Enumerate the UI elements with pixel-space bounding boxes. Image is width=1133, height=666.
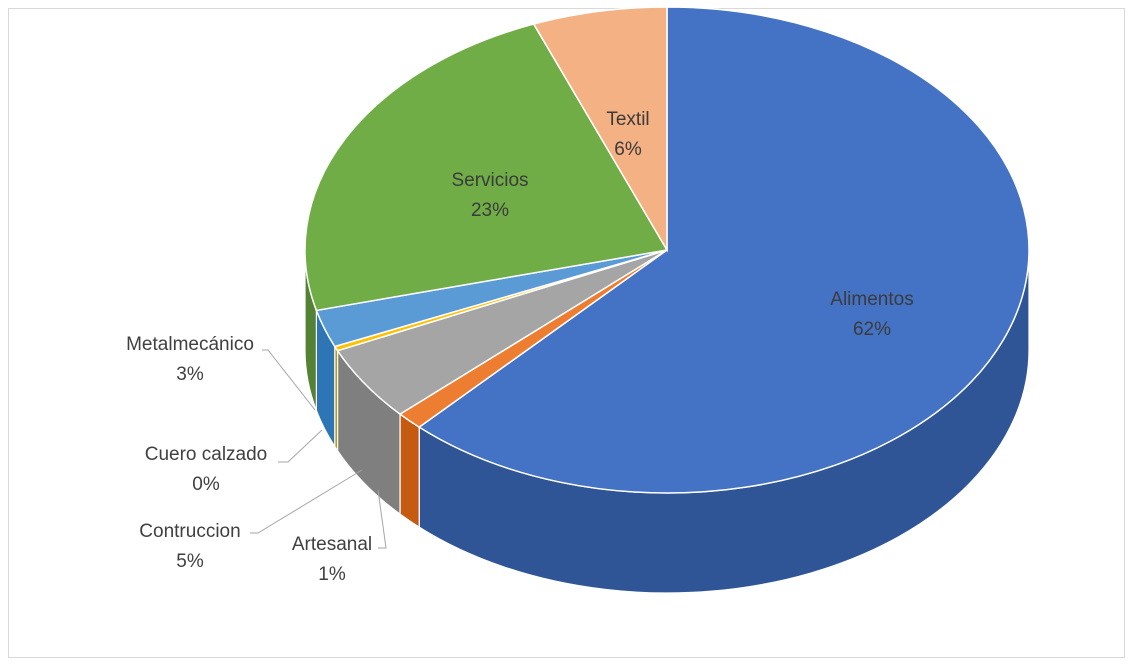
data-label-servicios-value: 23% bbox=[471, 200, 509, 221]
data-label-artesanal-value: 1% bbox=[318, 564, 346, 585]
leader-line-cuero-calzado bbox=[278, 429, 323, 463]
data-label-textil-value: 6% bbox=[614, 139, 642, 160]
data-label-contruccion-value: 5% bbox=[176, 551, 204, 572]
data-label-textil-name: Textil bbox=[606, 109, 649, 130]
pie-slices bbox=[304, 6, 1030, 494]
data-label-metalmecanico-name: Metalmecánico bbox=[126, 334, 254, 355]
leader-line-contruccion bbox=[250, 469, 363, 534]
data-label-alimentos-name: Alimentos bbox=[830, 289, 913, 310]
pie-slice-servicios[interactable] bbox=[304, 23, 669, 312]
leader-line-artesanal bbox=[377, 489, 387, 549]
pie-slice-alimentos[interactable] bbox=[417, 6, 1030, 494]
data-labels: Alimentos 62% Artesanal 1% Contruccion 5% Cuer… bbox=[126, 109, 914, 585]
data-label-alimentos-value: 62% bbox=[853, 319, 891, 340]
data-label-artesanal-name: Artesanal bbox=[292, 534, 372, 555]
leader-line-metalmecanico bbox=[262, 349, 316, 411]
pie-side-artesanal bbox=[399, 412, 420, 529]
leader-lines bbox=[250, 349, 387, 549]
data-label-metalmecanico-value: 3% bbox=[176, 364, 204, 385]
data-label-cuero-calzado-name: Cuero calzado bbox=[145, 444, 268, 465]
data-label-contruccion-name: Contruccion bbox=[139, 521, 240, 542]
pie-slice-textil[interactable] bbox=[532, 6, 668, 253]
data-label-cuero-calzado-value: 0% bbox=[192, 474, 220, 495]
data-label-servicios-name: Servicios bbox=[451, 170, 528, 191]
